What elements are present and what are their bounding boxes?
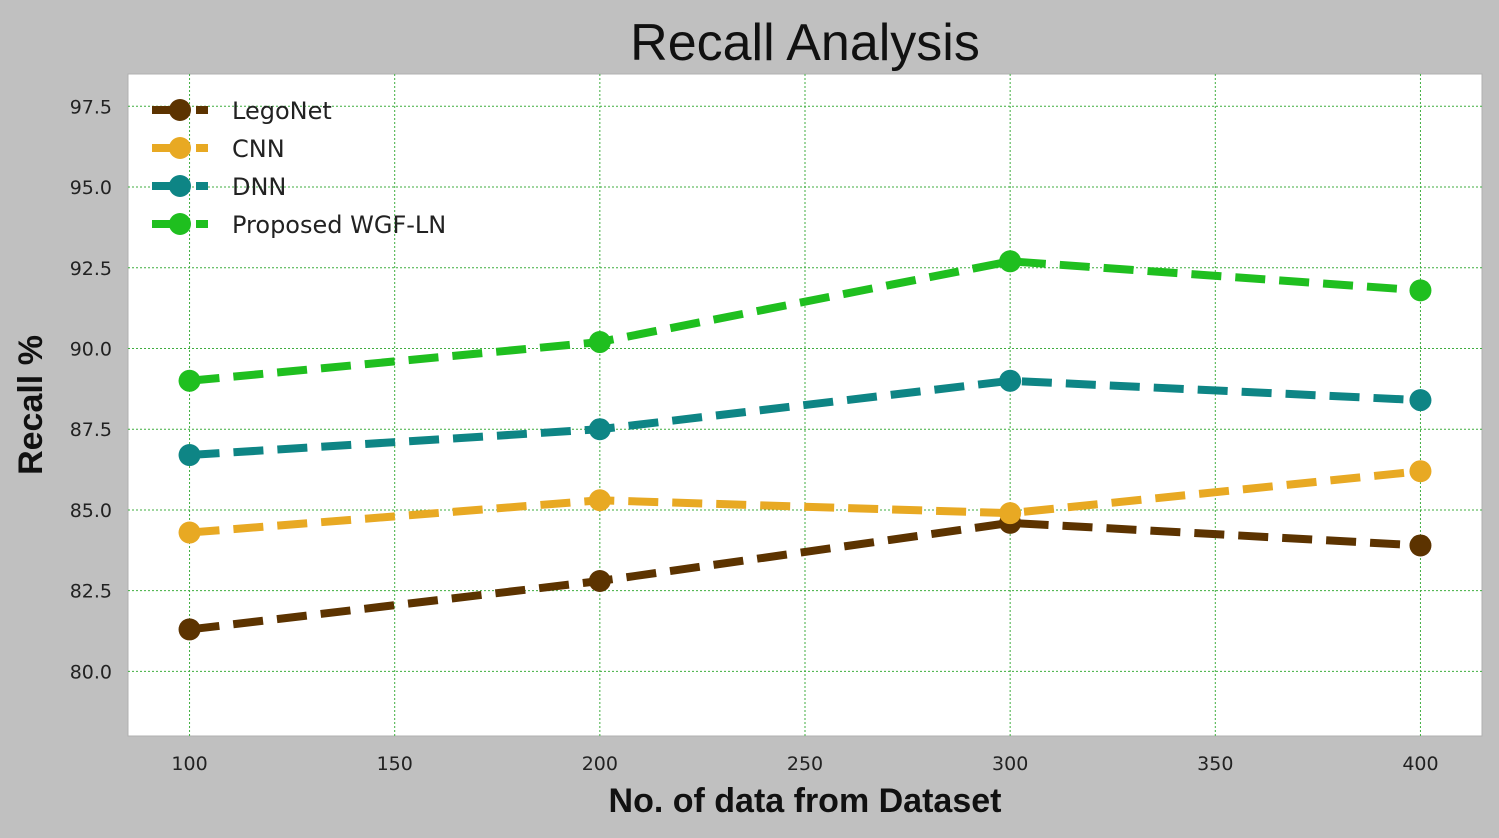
x-tick-label: 150 xyxy=(377,753,413,775)
series-line-cnn xyxy=(189,467,1421,537)
data-point-proposed-wgf-ln xyxy=(999,250,1022,273)
series-line-legonet xyxy=(189,518,1421,634)
x-tick-label: 400 xyxy=(1402,753,1438,775)
chart-title: Recall Analysis xyxy=(630,14,980,72)
data-point-proposed-wgf-ln xyxy=(1409,279,1432,302)
series-group xyxy=(178,250,1432,641)
series-cnn xyxy=(178,460,1432,544)
series-line-proposed-wgf-ln xyxy=(189,257,1421,385)
y-tick-labels: 80.0 82.5 85.0 87.5 90.0 92.5 95.0 97.5 xyxy=(70,96,112,683)
x-tick-label: 200 xyxy=(582,753,618,775)
y-tick-label: 85.0 xyxy=(70,500,112,522)
y-axis-label: Recall % xyxy=(12,335,50,475)
data-point-legonet xyxy=(1409,534,1432,557)
legend-label: Proposed WGF-LN xyxy=(232,211,446,239)
data-point-dnn xyxy=(178,444,201,467)
data-point-proposed-wgf-ln xyxy=(588,331,611,354)
legend-swatch-marker xyxy=(169,213,191,235)
legend-item-dnn: DNN xyxy=(152,173,286,201)
y-tick-label: 87.5 xyxy=(70,419,112,441)
series-line-dnn xyxy=(189,376,1421,460)
y-tick-label: 97.5 xyxy=(70,96,112,118)
legend-swatch-marker xyxy=(169,175,191,197)
series-proposed-wgf-ln xyxy=(178,250,1432,392)
x-tick-labels: 100 150 200 250 300 350 400 xyxy=(171,753,1438,775)
y-tick-label: 95.0 xyxy=(70,177,112,199)
data-point-legonet xyxy=(588,569,611,592)
data-point-proposed-wgf-ln xyxy=(178,369,201,392)
data-point-dnn xyxy=(588,418,611,441)
legend-swatch-marker xyxy=(169,137,191,159)
x-tick-label: 350 xyxy=(1197,753,1233,775)
x-tick-label: 250 xyxy=(787,753,823,775)
legend-item-legonet: LegoNet xyxy=(152,97,332,125)
x-axis-label: No. of data from Dataset xyxy=(609,782,1002,820)
legend: LegoNet CNN DNN Proposed WGF-LN xyxy=(152,97,446,239)
y-tick-label: 92.5 xyxy=(70,258,112,280)
data-point-dnn xyxy=(1409,389,1432,412)
y-tick-label: 80.0 xyxy=(70,661,112,683)
grid xyxy=(128,74,1482,736)
y-tick-label: 90.0 xyxy=(70,338,112,360)
series-dnn xyxy=(178,369,1432,467)
legend-item-cnn: CNN xyxy=(152,135,285,163)
x-tick-label: 300 xyxy=(992,753,1028,775)
x-tick-label: 100 xyxy=(171,753,207,775)
data-point-legonet xyxy=(178,618,201,641)
data-point-cnn xyxy=(999,502,1022,525)
legend-swatch-marker xyxy=(169,99,191,121)
legend-label: LegoNet xyxy=(232,97,332,125)
data-point-cnn xyxy=(588,489,611,512)
data-point-cnn xyxy=(178,521,201,544)
y-tick-label: 82.5 xyxy=(70,581,112,603)
data-point-cnn xyxy=(1409,460,1432,483)
data-point-dnn xyxy=(999,369,1022,392)
legend-label: CNN xyxy=(232,135,285,163)
legend-label: DNN xyxy=(232,173,286,201)
legend-item-proposed-wgf-ln: Proposed WGF-LN xyxy=(152,211,446,239)
